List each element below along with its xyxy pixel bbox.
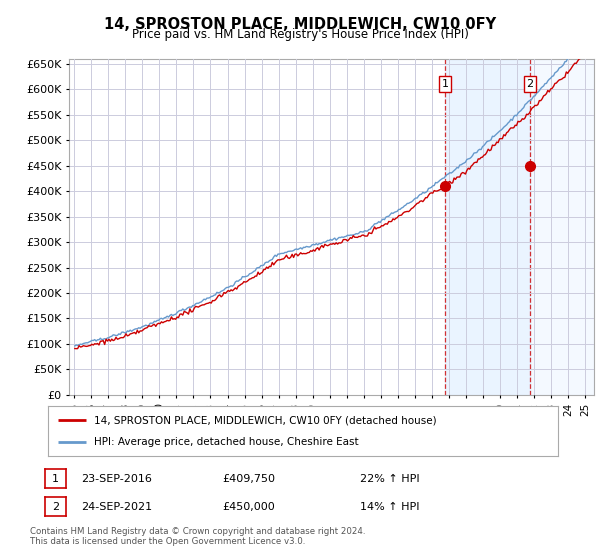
Text: HPI: Average price, detached house, Cheshire East: HPI: Average price, detached house, Ches… [94,437,359,447]
Text: Price paid vs. HM Land Registry's House Price Index (HPI): Price paid vs. HM Land Registry's House … [131,28,469,41]
Text: 1: 1 [442,80,448,89]
Text: £409,750: £409,750 [222,474,275,484]
Text: £450,000: £450,000 [222,502,275,512]
Text: 24-SEP-2021: 24-SEP-2021 [81,502,152,512]
Text: 14% ↑ HPI: 14% ↑ HPI [360,502,419,512]
Text: Contains HM Land Registry data © Crown copyright and database right 2024.
This d: Contains HM Land Registry data © Crown c… [30,526,365,546]
Text: 14, SPROSTON PLACE, MIDDLEWICH, CW10 0FY: 14, SPROSTON PLACE, MIDDLEWICH, CW10 0FY [104,17,496,32]
Bar [445,59,530,395]
Text: 1: 1 [52,474,59,483]
Text: 2: 2 [52,502,59,511]
Text: 23-SEP-2016: 23-SEP-2016 [81,474,152,484]
Text: 22% ↑ HPI: 22% ↑ HPI [360,474,419,484]
Text: 14, SPROSTON PLACE, MIDDLEWICH, CW10 0FY (detached house): 14, SPROSTON PLACE, MIDDLEWICH, CW10 0FY… [94,415,437,425]
Text: 2: 2 [527,80,533,89]
Bar [530,59,594,395]
